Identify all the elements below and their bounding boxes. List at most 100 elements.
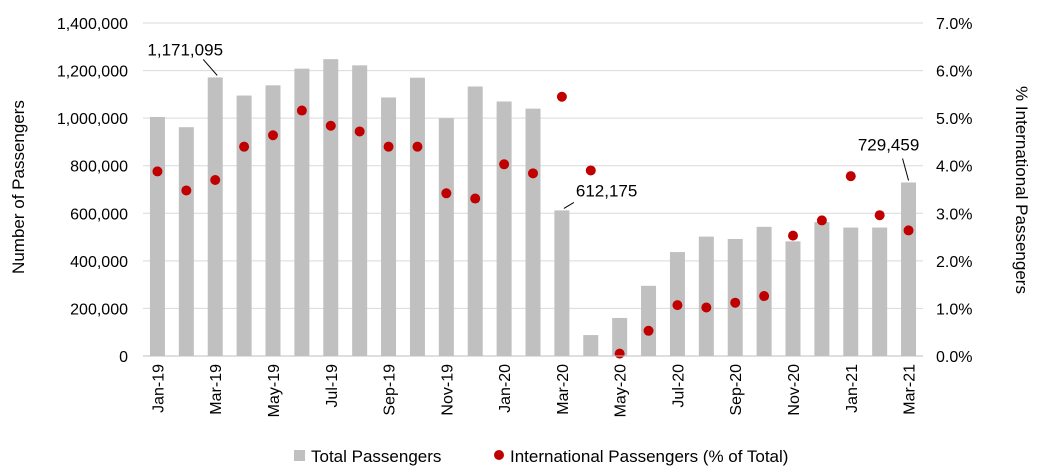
- annotations: 1,171,095 612,175 729,459: [147, 40, 919, 209]
- dot-international-share: [643, 325, 654, 336]
- annotation-label: 729,459: [858, 135, 919, 154]
- left-tick-label: 200,000: [70, 301, 128, 318]
- bar-total-passengers: [785, 241, 801, 356]
- dot-international-share: [210, 174, 221, 185]
- bar-total-passengers: [294, 68, 310, 356]
- bar-total-passengers: [814, 222, 830, 356]
- dot-international-share: [296, 105, 307, 116]
- left-tick-label: 400,000: [70, 254, 128, 271]
- dot-international-share: [845, 171, 856, 182]
- bar-total-passengers: [149, 116, 165, 356]
- left-tick-label: 800,000: [70, 159, 128, 176]
- dot-international-share: [441, 188, 452, 199]
- right-tick-label: 0.0%: [936, 349, 972, 366]
- bar-total-passengers: [525, 108, 541, 356]
- x-tick-label: Mar-20: [555, 364, 572, 415]
- dot-international-share: [585, 165, 596, 176]
- dot-international-share: [759, 291, 770, 302]
- x-tick-label: Mar-19: [208, 364, 225, 415]
- dot-international-share: [181, 185, 192, 196]
- dot-international-share: [470, 193, 481, 204]
- annotation-leader: [563, 201, 575, 209]
- x-tick-label: Jul-20: [670, 364, 687, 408]
- dot-international-share: [412, 141, 423, 152]
- bar-total-passengers: [727, 238, 743, 356]
- bar-total-passengers: [612, 317, 628, 356]
- annotation-label: 612,175: [576, 181, 637, 200]
- right-tick-label: 1.0%: [936, 301, 972, 318]
- right-tick-label: 5.0%: [936, 111, 972, 128]
- bar-total-passengers: [178, 127, 194, 356]
- bar-total-passengers: [496, 101, 512, 356]
- dot-international-share: [268, 130, 278, 141]
- bar-series: [149, 59, 917, 357]
- legend-label-international: International Passengers (% of Total): [510, 447, 788, 466]
- right-axis-title: % International Passengers: [1012, 86, 1031, 294]
- x-tick-label: May-20: [613, 364, 630, 417]
- annotation-leader: [202, 59, 218, 76]
- dot-international-share: [528, 168, 538, 179]
- dot-international-share: [903, 225, 914, 236]
- dot-series: [152, 91, 914, 359]
- bar-total-passengers: [872, 227, 888, 356]
- dot-international-share: [152, 166, 163, 177]
- legend-label-total-passengers: Total Passengers: [311, 447, 441, 466]
- bar-total-passengers: [901, 182, 917, 356]
- annotation-leader: [902, 158, 910, 181]
- dot-international-share: [354, 126, 365, 137]
- dot-international-share: [499, 159, 510, 170]
- x-tick-label: Jul-19: [324, 364, 341, 408]
- left-tick-label: 1,000,000: [57, 111, 128, 128]
- dot-international-share: [614, 348, 625, 359]
- x-tick-label: May-19: [266, 364, 283, 417]
- x-tick-label: Nov-19: [439, 364, 456, 416]
- x-tick-label: Sep-19: [382, 364, 399, 416]
- left-tick-label: 1,200,000: [57, 64, 128, 81]
- dot-international-share: [788, 230, 798, 241]
- dot-international-share: [325, 120, 336, 131]
- bar-total-passengers: [641, 285, 657, 356]
- left-tick-label: 0: [119, 349, 128, 366]
- dot-international-share: [816, 215, 827, 226]
- bar-total-passengers: [323, 59, 339, 356]
- bar-total-passengers: [467, 86, 483, 356]
- bar-total-passengers: [207, 77, 223, 356]
- right-tick-label: 6.0%: [936, 64, 972, 81]
- bar-total-passengers: [843, 227, 859, 356]
- right-tick-label: 2.0%: [936, 254, 972, 271]
- right-tick-label: 3.0%: [936, 206, 972, 223]
- x-tick-label: Nov-20: [786, 364, 803, 416]
- dot-international-share: [730, 297, 741, 308]
- right-axis-ticks: 0.0% 1.0% 2.0% 3.0% 4.0% 5.0% 6.0% 7.0%: [936, 16, 972, 366]
- x-axis-ticks: Jan-19 Mar-19 May-19 Jul-19 Sep-19 Nov-19 Jan-…: [150, 364, 918, 417]
- annotation-label: 1,171,095: [147, 40, 223, 59]
- dot-international-share: [556, 91, 567, 102]
- bar-total-passengers: [381, 97, 397, 357]
- x-tick-label: Mar-21: [902, 364, 919, 415]
- bar-total-passengers: [583, 335, 599, 356]
- dot-international-share: [701, 302, 712, 313]
- right-tick-label: 4.0%: [936, 159, 972, 176]
- dot-international-share: [383, 141, 394, 152]
- bar-total-passengers: [236, 95, 252, 357]
- bar-total-passengers: [438, 118, 454, 357]
- left-axis-title: Number of Passengers: [9, 100, 28, 274]
- left-axis-ticks: 0 200,000 400,000 600,000 800,000 1,000,000 1,…: [57, 16, 128, 366]
- bar-total-passengers: [698, 236, 714, 356]
- dot-international-share: [239, 141, 250, 152]
- x-tick-label: Jan-20: [497, 364, 514, 413]
- legend: Total Passengers International Passenger…: [294, 447, 788, 466]
- legend-swatch-total-passengers: [294, 450, 305, 461]
- bar-total-passengers: [265, 85, 281, 356]
- left-tick-label: 600,000: [70, 206, 128, 223]
- x-tick-label: Sep-20: [728, 364, 745, 416]
- right-tick-label: 7.0%: [936, 16, 972, 33]
- x-tick-label: Jan-21: [844, 364, 861, 413]
- bar-total-passengers: [352, 65, 368, 357]
- dot-international-share: [874, 210, 885, 221]
- dot-international-share: [672, 300, 683, 311]
- bar-total-passengers: [554, 210, 570, 356]
- left-tick-label: 1,400,000: [57, 16, 128, 33]
- bar-total-passengers: [409, 77, 425, 356]
